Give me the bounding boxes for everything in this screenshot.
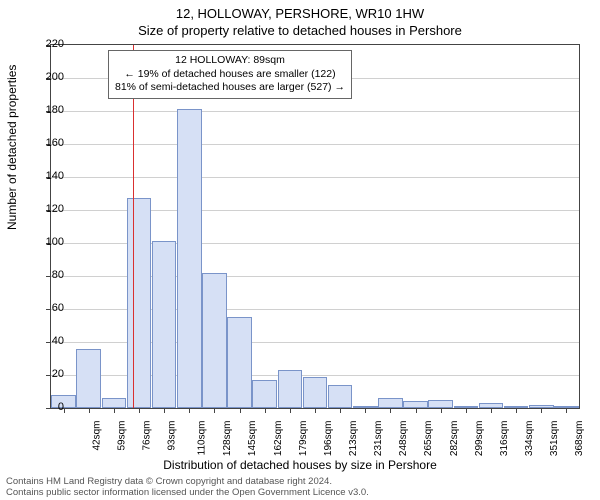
histogram-bar — [76, 349, 101, 408]
footer-line-2: Contains public sector information licen… — [6, 487, 369, 498]
histogram-bar — [202, 273, 227, 408]
x-tick-label: 265sqm — [424, 421, 435, 457]
x-axis-label: Distribution of detached houses by size … — [0, 458, 600, 472]
y-axis-label: Number of detached properties — [5, 65, 19, 230]
x-tick — [214, 408, 215, 413]
x-tick-label: 145sqm — [248, 421, 259, 457]
chart-container: 12 HOLLOWAY: 89sqm ← 19% of detached hou… — [50, 44, 580, 409]
info-box: 12 HOLLOWAY: 89sqm ← 19% of detached hou… — [108, 50, 352, 99]
y-tick-label: 60 — [34, 302, 64, 314]
y-tick-label: 220 — [34, 38, 64, 50]
y-tick-label: 140 — [34, 170, 64, 182]
y-tick-label: 120 — [34, 203, 64, 215]
x-tick — [114, 408, 115, 413]
y-tick-label: 160 — [34, 137, 64, 149]
x-tick-label: 213sqm — [348, 421, 359, 457]
x-tick — [441, 408, 442, 413]
histogram-bar — [428, 400, 453, 408]
x-tick — [315, 408, 316, 413]
x-tick-label: 299sqm — [474, 421, 485, 457]
footer: Contains HM Land Registry data © Crown c… — [6, 476, 369, 498]
histogram-bar — [102, 398, 127, 408]
gridline — [51, 144, 579, 145]
x-tick-label: 351sqm — [549, 421, 560, 457]
x-tick — [265, 408, 266, 413]
footer-line-1: Contains HM Land Registry data © Crown c… — [6, 476, 369, 487]
x-tick — [466, 408, 467, 413]
x-tick — [290, 408, 291, 413]
x-tick-label: 162sqm — [273, 421, 284, 457]
x-tick-label: 59sqm — [116, 421, 127, 451]
reference-line — [133, 45, 134, 408]
x-tick-label: 179sqm — [298, 421, 309, 457]
info-line-1: 12 HOLLOWAY: 89sqm — [115, 54, 345, 68]
x-tick — [189, 408, 190, 413]
y-tick-label: 100 — [34, 236, 64, 248]
histogram-bar — [378, 398, 403, 408]
x-tick-label: 93sqm — [167, 421, 178, 451]
x-tick — [416, 408, 417, 413]
info-line-3: 81% of semi-detached houses are larger (… — [115, 81, 345, 95]
x-tick-label: 76sqm — [141, 421, 152, 451]
gridline — [51, 177, 579, 178]
x-tick-label: 316sqm — [499, 421, 510, 457]
page-title: 12, HOLLOWAY, PERSHORE, WR10 1HW — [0, 0, 600, 21]
x-tick-label: 196sqm — [323, 421, 334, 457]
x-tick-label: 231sqm — [373, 421, 384, 457]
x-tick — [340, 408, 341, 413]
histogram-bar — [177, 109, 202, 408]
x-tick-label: 110sqm — [196, 421, 207, 456]
x-tick — [541, 408, 542, 413]
y-tick-label: 0 — [34, 401, 64, 413]
x-tick-label: 128sqm — [222, 421, 233, 457]
x-tick-label: 248sqm — [398, 421, 409, 457]
x-tick-label: 334sqm — [524, 421, 535, 457]
gridline — [51, 111, 579, 112]
page-subtitle: Size of property relative to detached ho… — [0, 21, 600, 38]
histogram-bar — [328, 385, 353, 408]
x-tick — [566, 408, 567, 413]
y-tick-label: 200 — [34, 71, 64, 83]
x-tick-label: 368sqm — [574, 421, 585, 457]
histogram-bar — [252, 380, 277, 408]
y-tick-label: 20 — [34, 368, 64, 380]
x-tick — [240, 408, 241, 413]
histogram-bar — [227, 317, 252, 408]
x-tick-label: 42sqm — [91, 421, 102, 451]
info-line-2: ← 19% of detached houses are smaller (12… — [115, 68, 345, 82]
x-tick — [164, 408, 165, 413]
x-tick — [516, 408, 517, 413]
histogram-bar — [278, 370, 303, 408]
y-tick-label: 80 — [34, 269, 64, 281]
x-tick — [89, 408, 90, 413]
histogram-bar — [403, 401, 428, 408]
y-tick-label: 180 — [34, 104, 64, 116]
histogram-bar — [127, 198, 152, 408]
x-tick — [390, 408, 391, 413]
x-tick-label: 282sqm — [449, 421, 460, 457]
x-tick — [365, 408, 366, 413]
y-tick-label: 40 — [34, 335, 64, 347]
x-tick — [491, 408, 492, 413]
histogram-bar — [303, 377, 328, 408]
x-tick — [139, 408, 140, 413]
histogram-bar — [152, 241, 177, 408]
